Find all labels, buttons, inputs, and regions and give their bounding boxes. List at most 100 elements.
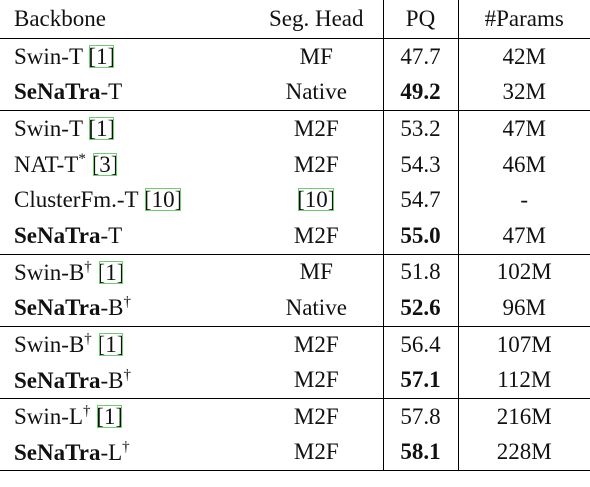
table-cell: Swin-T [1] (0, 110, 250, 147)
bold-text: SeNaTra (14, 222, 101, 248)
column-header: PQ (382, 0, 459, 39)
table-cell: Native (250, 75, 383, 111)
table-row: SeNaTra-B† Native 52.6 96M (0, 290, 590, 327)
cell-text: M2F (293, 115, 339, 141)
cell-text: -B (100, 295, 124, 321)
table-cell: 54.3 (382, 146, 459, 183)
cell-text: Swin-L (14, 404, 83, 430)
table-cell: 228M (458, 434, 590, 472)
sup-text: † (123, 366, 131, 383)
cell-text: 102M (496, 259, 552, 285)
table-cell: Swin-B† [1] (0, 325, 250, 363)
cell-text: 54.3 (400, 151, 441, 177)
table-cell: 54.7 (382, 182, 459, 218)
table-row: Swin-B† [1] MF 51.8 102M (0, 253, 590, 291)
table-cell: Swin-B† [1] (0, 253, 250, 291)
table-cell: Swin-T [1] (0, 37, 250, 75)
table-cell: 102M (458, 253, 590, 291)
table-cell: M2F (250, 218, 383, 254)
table-cell: SeNaTra-T (0, 75, 250, 111)
cite-text: [3] (91, 152, 119, 178)
table-cell: M2F (250, 397, 383, 435)
bold-text: 57.1 (400, 367, 441, 393)
cell-text: -L (100, 439, 123, 465)
table-cell: 46M (458, 147, 590, 183)
cell-text: M2F (293, 331, 339, 357)
table-row: SeNaTra-L† M2F 58.1 228M (0, 434, 590, 472)
table-row: NAT-T* [3] M2F 54.3 46M (0, 146, 590, 183)
table-cell: 96M (458, 290, 590, 326)
cell-text: 107M (496, 331, 552, 357)
cell-text: -T (100, 79, 123, 105)
sup-text: † (84, 258, 92, 275)
sup-text: † (122, 438, 130, 455)
table-cell: 47M (458, 218, 590, 254)
table-cell: M2F (250, 110, 383, 147)
table-row: Swin-T [1] M2F 53.2 47M (0, 110, 590, 147)
sup-text: † (84, 331, 92, 348)
cell-text: -B (100, 367, 124, 393)
cell-text: 57.8 (400, 403, 441, 429)
bold-text: 49.2 (400, 79, 441, 105)
cell-text: 47M (502, 222, 546, 248)
cell-text: 32M (502, 79, 546, 105)
table-cell: SeNaTra-T (0, 218, 250, 254)
cell-text: 112M (497, 367, 552, 393)
table-cell: [10] (250, 182, 383, 218)
sup-text: * (78, 151, 86, 168)
table-row: SeNaTra-T M2F 55.0 47M (0, 217, 590, 255)
table-cell: 51.8 (382, 253, 459, 291)
cite-text: [1] (97, 259, 125, 285)
cell-text: 47M (502, 115, 546, 141)
bold-text: SeNaTra (14, 295, 101, 321)
table-body: Swin-T [1] MF 47.7 42M SeNaTra-T Native 49.2 32… (0, 37, 590, 472)
sup-text: † (123, 294, 131, 311)
table-row: SeNaTra-T Native 49.2 32M (0, 74, 590, 111)
table-cell: 32M (458, 75, 590, 111)
cell-text: 42M (502, 43, 546, 69)
table-cell: SeNaTra-L† (0, 434, 250, 472)
table-cell: MF (250, 253, 383, 291)
table-row: ClusterFm.-T [10] [10] 54.7- (0, 182, 590, 218)
bold-text: SeNaTra (14, 439, 101, 465)
cell-text: M2F (293, 151, 339, 177)
cell-text: Swin-B (14, 332, 85, 358)
cell-text: 54.7 (400, 187, 441, 213)
bold-text: 52.6 (400, 294, 441, 320)
cell-text: 47.7 (400, 43, 441, 69)
cell-text: MF (299, 43, 333, 69)
cell-text (92, 260, 98, 285)
cell-text (86, 152, 92, 177)
column-header: Seg. Head (250, 0, 383, 39)
table-cell: 47M (458, 110, 590, 147)
table-cell: ClusterFm.-T [10] (0, 182, 250, 218)
cell-text: -T (100, 222, 123, 248)
table-cell: M2F (250, 434, 383, 472)
cell-text: Swin-T (14, 43, 89, 69)
cell-text: 228M (496, 439, 552, 465)
bold-text: 58.1 (400, 439, 441, 465)
cell-text: 56.4 (400, 331, 441, 357)
cell-text: 46M (502, 151, 546, 177)
table-cell: - (458, 182, 590, 218)
table-cell: MF (250, 37, 383, 75)
bold-text: SeNaTra (14, 367, 101, 393)
cell-text: ClusterFm.-T (14, 187, 144, 213)
cite-text: [10] (297, 187, 336, 213)
column-header: #Params (458, 0, 590, 39)
cell-text: M2F (293, 222, 339, 248)
cell-text: Swin-T (14, 115, 89, 141)
cell-text: M2F (293, 367, 339, 393)
table-cell: 58.1 (382, 434, 459, 472)
cell-text: 53.2 (400, 115, 441, 141)
table-cell: 42M (458, 37, 590, 75)
table-cell: 216M (458, 397, 590, 435)
cell-text: 216M (496, 403, 552, 429)
cite-text: [1] (88, 115, 116, 141)
table-cell: 47.7 (382, 37, 459, 75)
table-cell: NAT-T* [3] (0, 147, 250, 183)
cell-text (92, 332, 98, 357)
table-cell: 49.2 (382, 74, 459, 111)
table-cell: 112M (458, 362, 590, 398)
